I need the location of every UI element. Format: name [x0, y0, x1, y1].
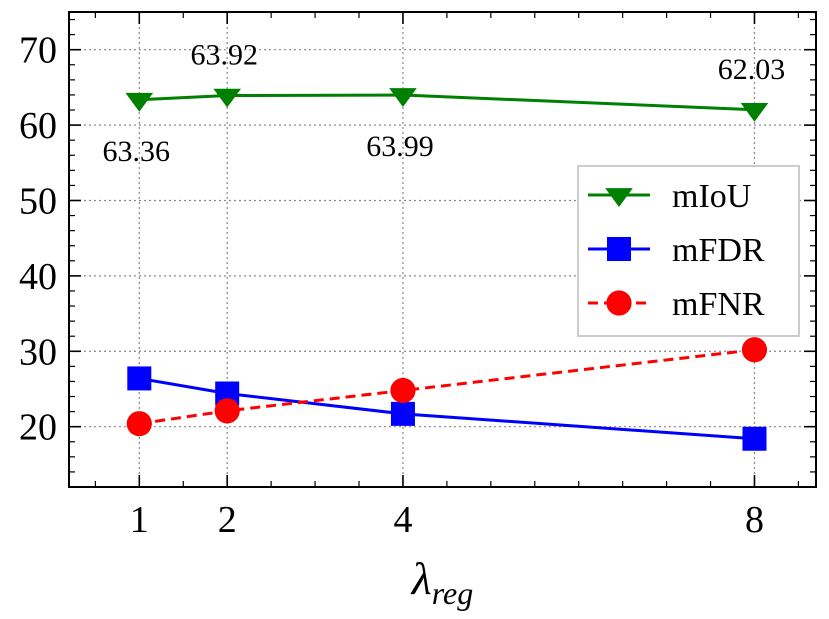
miou-data-label: 63.99	[366, 130, 434, 163]
miou-marker	[213, 88, 241, 108]
mfnr-marker	[390, 377, 416, 404]
y-tick-label: 50	[19, 180, 57, 222]
mfdr-marker	[390, 401, 415, 426]
y-tick-label: 60	[19, 105, 57, 147]
x-axis-label-subscript: reg	[432, 575, 473, 611]
miou-data-label: 63.92	[190, 39, 258, 72]
x-tick-label: 8	[745, 499, 764, 541]
y-tick-label: 70	[19, 30, 57, 72]
miou-data-label: 63.36	[103, 135, 171, 168]
major-ticks	[69, 12, 816, 487]
legend-miou-label: mIoU	[672, 178, 751, 215]
x-tick-label: 4	[393, 499, 412, 541]
x-tick-label: 2	[218, 499, 237, 541]
miou-marker	[125, 92, 154, 112]
mfdr-line	[139, 376, 755, 441]
legend-mfnr-label: mFNR	[672, 286, 765, 323]
mfdr-marker	[742, 426, 767, 451]
mfnr-marker	[741, 337, 768, 363]
miou-marker	[389, 88, 417, 107]
series-layer	[125, 88, 769, 451]
miou-marker	[740, 102, 769, 122]
y-tick-label: 20	[19, 407, 57, 449]
legend-mfnr-marker	[606, 290, 632, 316]
legend-miou-marker	[605, 188, 633, 207]
x-axis-label: λreg	[410, 553, 473, 611]
mfnr-marker	[214, 398, 240, 424]
x-tick-label: 1	[130, 499, 149, 541]
plot-frame	[68, 11, 817, 488]
mfnr-marker	[126, 411, 152, 437]
legend-mfdr-marker	[607, 237, 631, 261]
mfnr-line	[139, 348, 755, 426]
mfdr-marker	[127, 366, 152, 391]
tick-labels: 1 2 4 8 20 30 40 50 60 70	[19, 30, 764, 541]
x-axis-label-symbol: λ	[410, 553, 432, 604]
miou-line	[139, 93, 755, 112]
legend: mIoU mFDR mFNR	[577, 165, 800, 337]
y-tick-label: 30	[19, 331, 57, 373]
legend-mfdr-label: mFDR	[672, 232, 765, 269]
miou-data-label: 62.03	[718, 53, 786, 86]
data-labels: 63.36 63.92 63.99 62.03	[103, 39, 786, 168]
y-tick-label: 40	[19, 256, 57, 298]
